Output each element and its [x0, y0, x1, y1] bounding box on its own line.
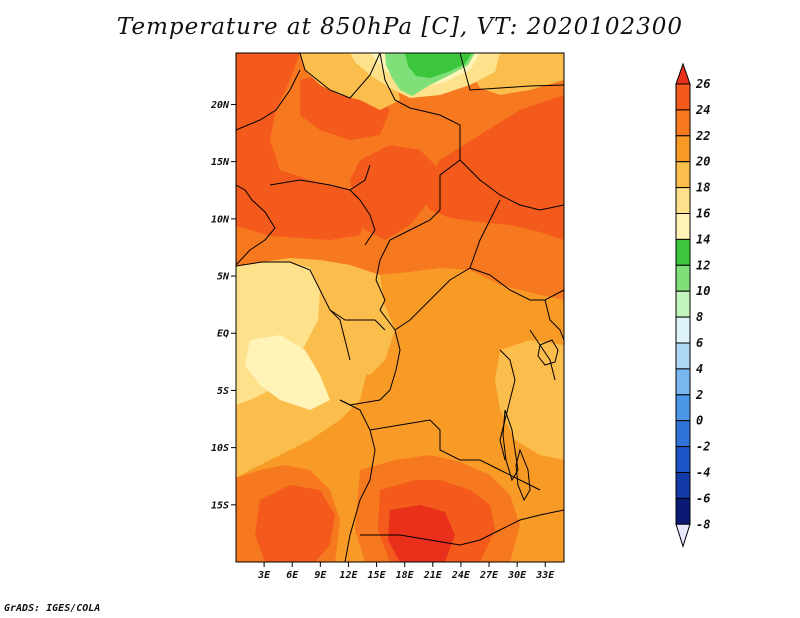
hot-area-west-sahel: [236, 53, 370, 240]
colorbar-swatch: [675, 135, 691, 163]
southwest-hot-tongue: [255, 485, 335, 562]
lon-tick-label: 27E: [479, 570, 499, 581]
colorbar-max-arrow: [675, 62, 691, 85]
plot-title: Temperature at 850hPa [C], VT: 202010230…: [116, 14, 684, 40]
colorbar-swatch: [675, 446, 691, 474]
hot-area-east-sahel: [420, 95, 564, 240]
lon-tick-label: 12E: [339, 570, 358, 581]
colorbar-swatch: [675, 213, 691, 240]
lon-tick-label: 33E: [535, 570, 555, 581]
colorbar-swatch: [675, 109, 691, 137]
colorbar-label: 20: [695, 155, 710, 169]
lat-tick-label: 5N: [217, 272, 230, 283]
colorbar-label: -6: [696, 491, 710, 505]
map-frame: [235, 52, 565, 563]
coastal-very-pale: [245, 335, 330, 410]
dark-green-area-north: [405, 53, 472, 78]
colorbar-swatch: [675, 394, 691, 422]
colorbar-swatch: [675, 497, 691, 525]
colorbar-swatch: [675, 187, 691, 215]
lake-outlines: [502, 339, 559, 502]
lat-tick-label: 15N: [211, 157, 230, 168]
lon-tick-label: 9E: [314, 570, 327, 581]
latitude-axis: 20N 15N 10N 5N EQ 5S 10S 15S: [210, 100, 236, 511]
colorbar-label: -4: [696, 466, 710, 480]
lon-tick-label: 24E: [451, 570, 471, 581]
hot-area-central: [350, 145, 440, 240]
colorbar-swatch: [675, 420, 691, 448]
longitude-axis: 3E 6E 9E 12E 15E 18E 21E 24E 27E 30E 33E: [257, 562, 555, 581]
colorbar-label: -8: [696, 517, 710, 531]
colorbar-swatch: [675, 368, 691, 396]
colorbar-label: 6: [696, 336, 703, 350]
lon-tick-label: 30E: [507, 570, 527, 581]
colorbar-swatch: [675, 472, 691, 499]
colorbar-label: 0: [696, 414, 703, 428]
colorbar-swatch: [675, 316, 691, 344]
central-pale-basin: [330, 300, 395, 375]
lat-tick-label: 20N: [210, 100, 230, 111]
lon-tick-label: 21E: [423, 570, 443, 581]
colorbar-label: 22: [695, 129, 710, 143]
colorbar-label: -2: [696, 440, 710, 454]
lon-tick-label: 15E: [368, 570, 387, 581]
colorbar-label: 18: [696, 181, 710, 195]
south-interior-hottest: [388, 505, 455, 562]
colorbar-label: 10: [696, 284, 710, 298]
colorbar-swatch: [675, 238, 691, 266]
colorbar-label: 14: [696, 232, 710, 246]
colorbar-label: 12: [696, 258, 710, 272]
lat-tick-label: EQ: [217, 329, 229, 340]
colorbar-label: 2: [695, 388, 703, 402]
colorbar-label: 16: [696, 207, 710, 221]
lat-tick-label: 10N: [211, 214, 230, 225]
temperature-field: [236, 53, 564, 562]
lon-tick-label: 6E: [286, 570, 299, 581]
lat-tick-label: 5S: [217, 386, 229, 397]
colorbar-label: 8: [696, 310, 703, 324]
colorbar-swatch: [675, 161, 691, 189]
colorbar-label: 4: [696, 362, 703, 376]
colorbar-min-arrow: [675, 523, 691, 548]
colorbar-swatch: [675, 290, 691, 318]
colorbar-swatch: [675, 83, 691, 111]
colorbar-label: 24: [695, 103, 710, 117]
lon-tick-label: 18E: [396, 570, 415, 581]
colorbar-swatch: [675, 342, 691, 370]
lon-tick-label: 3E: [257, 570, 271, 581]
lat-tick-label: 10S: [211, 443, 229, 454]
lat-tick-label: 15S: [211, 500, 229, 511]
colorbar-swatch: [675, 264, 691, 292]
colorbar-label: 26: [695, 77, 710, 91]
grads-credit: GrADS: IGES/COLA: [4, 603, 101, 614]
